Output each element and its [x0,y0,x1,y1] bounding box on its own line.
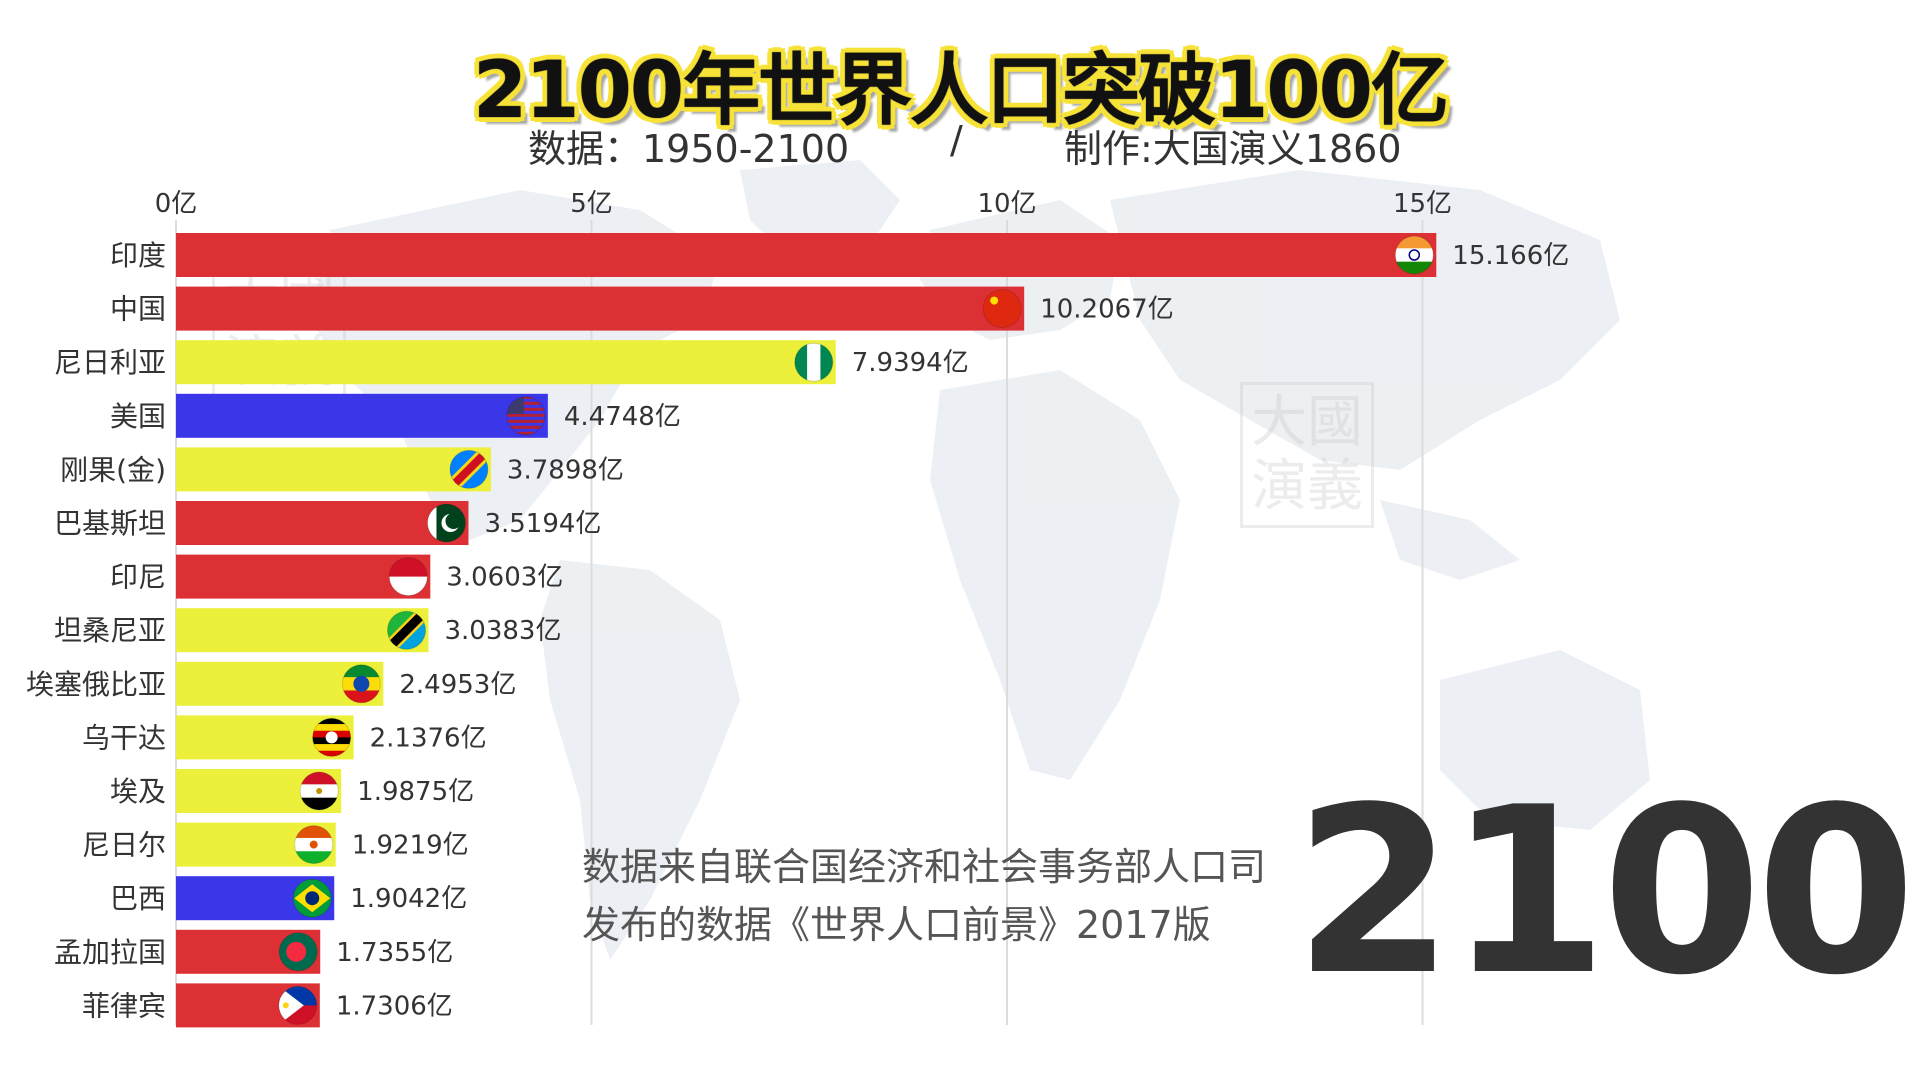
category-label: 孟加拉国 [54,936,166,969]
value-label: 1.7355亿 [336,938,453,968]
bar [176,233,1437,277]
value-label: 3.5194亿 [484,509,601,539]
value-label: 15.166亿 [1452,241,1569,271]
category-label: 美国 [110,400,166,433]
category-label: 刚果(金) [60,453,166,486]
bar [176,501,469,545]
nigeria-flag-icon [794,342,834,382]
x-tick-label: 0亿 [155,189,198,219]
value-label: 3.7898亿 [507,455,624,485]
value-label: 1.7306亿 [336,991,453,1021]
pakistan-flag-icon [426,503,466,543]
value-label: 3.0383亿 [444,616,561,646]
value-label: 1.9875亿 [357,777,474,807]
category-label: 埃及 [110,775,166,808]
category-label: 尼日尔 [82,829,166,862]
bar [176,447,491,492]
bar [176,393,548,438]
usa-flag-icon [506,396,546,436]
egypt-flag-icon [299,771,339,811]
subtitle-data-range: 数据：1950-2100 [528,127,850,171]
value-label: 1.9219亿 [352,831,469,861]
category-label: 印度 [110,239,166,272]
x-tick-label: 10亿 [977,189,1036,219]
category-label: 乌干达 [82,721,166,754]
value-label: 2.1376亿 [370,723,487,753]
tanzania-flag-icon [386,610,426,650]
category-label: 巴基斯坦 [54,507,166,540]
dr-congo-flag-icon [449,449,489,489]
subtitle-separator: / [950,118,963,162]
china-flag-icon [982,289,1022,329]
bar [176,554,431,599]
x-tick-label: 5亿 [570,189,613,219]
value-label: 1.9042亿 [350,884,467,914]
bar [176,286,1025,331]
year-label: 2100 [1293,759,1916,1026]
value-label: 10.2067亿 [1040,295,1174,325]
watermark-stamp-right: 大國 演義 [1240,382,1374,528]
category-label: 印尼 [110,561,166,594]
india-flag-icon [1394,235,1434,275]
bangladesh-flag-icon [278,932,318,972]
brazil-flag-icon [292,878,332,918]
ethiopia-flag-icon [341,664,381,704]
bar [176,608,429,653]
value-label: 7.9394亿 [852,348,969,378]
data-source-note: 数据来自联合国经济和社会事务部人口司 发布的数据《世界人口前景》2017版 [582,838,1266,954]
category-label: 菲律宾 [82,989,166,1022]
indonesia-flag-icon [388,557,428,597]
value-label: 2.4953亿 [399,670,516,700]
category-label: 中国 [110,293,166,326]
category-label: 尼日利亚 [54,346,166,379]
category-label: 坦桑尼亚 [54,614,166,647]
value-label: 3.0603亿 [446,563,563,593]
category-label: 埃塞俄比亚 [26,668,166,701]
value-label: 4.4748亿 [564,402,681,432]
philippines-flag-icon [278,985,318,1025]
uganda-flag-icon [312,717,352,757]
category-label: 巴西 [110,882,166,915]
axis-tick-labels: 0亿 5亿 10亿 15亿 [155,189,1452,219]
chart-title: 2100年世界人口突破100亿 [473,46,1449,136]
bar [176,340,836,385]
subtitle-author: 制作:大国演义1860 [1064,127,1402,171]
x-tick-label: 15亿 [1393,189,1452,219]
data-source-note-line1: 数据来自联合国经济和社会事务部人口司 [582,845,1267,889]
data-source-note-line2: 发布的数据《世界人口前景》2017版 [582,903,1211,947]
niger-flag-icon [294,825,334,865]
